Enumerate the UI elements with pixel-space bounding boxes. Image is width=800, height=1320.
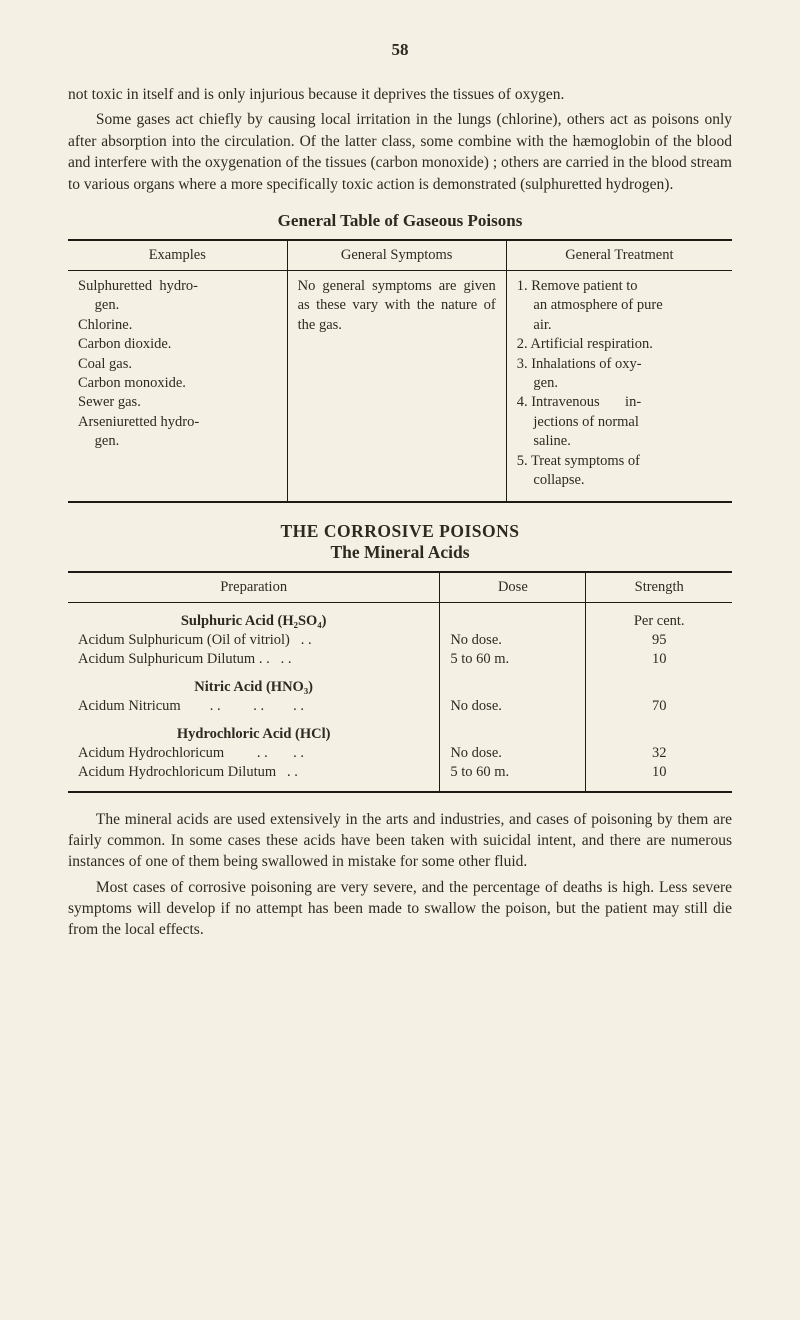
table2-group1-head: Sulphuric Acid (H₂SO₄) Per cent. [68,602,732,631]
prep-cell: Acidum Sulphuricum Dilutum . . [78,651,291,667]
strength-cell: 70 [586,697,732,716]
strength-header: Per cent. [586,602,732,631]
treatment-item: jections of normal [517,413,722,432]
treatment-item: gen. [517,374,722,393]
table-mineral-acids: Preparation Dose Strength Sulphuric Acid… [68,573,732,791]
table2-header-row: Preparation Dose Strength [68,573,732,603]
rule-bottom-table2 [68,791,732,793]
table1-body-row: Sulphuretted hydro- gen. Chlorine. Carbo… [68,270,732,500]
prep-cell: Acidum Hydrochloricum Dilutum [78,764,298,780]
page: 58 not toxic in itself and is only injur… [0,0,800,1005]
example-item: Chlorine. [78,316,277,335]
strength-cell: 10 [586,763,732,791]
group2-heading: Nitric Acid (HNO₃) [68,669,440,697]
empty-cell [440,716,586,744]
heading-corrosive-main: THE CORROSIVE POISONS [68,521,732,542]
treatment-item: 1. Remove patient to [517,277,722,296]
table-row: Acidum Sulphuricum Dilutum . . 5 to 60 m… [68,650,732,669]
treatment-item: 5. Treat symptoms of [517,452,722,471]
table-gaseous-poisons: Examples General Symptoms General Treatm… [68,241,732,501]
treatment-item: 4. Intravenous in- [517,393,722,412]
paragraph-3: The mineral acids are used extensively i… [68,809,732,873]
dose-cell: 5 to 60 m. [440,650,586,669]
table2-group3-head: Hydrochloric Acid (HCl) [68,716,732,744]
group1-heading: Sulphuric Acid (H₂SO₄) [68,602,440,631]
strength-cell: 10 [586,650,732,669]
empty-cell [586,669,732,697]
heading-corrosive-poisons: THE CORROSIVE POISONS The Mineral Acids [68,521,732,563]
treatment-item: collapse. [517,471,722,490]
heading-gaseous-poisons: General Table of Gaseous Poisons [68,211,732,231]
table1-symptoms-cell: No general symptoms are given as these v… [287,270,506,500]
table2-group2-head: Nitric Acid (HNO₃) [68,669,732,697]
treatment-item: 2. Artificial respiration. [517,335,722,354]
treatment-item: air. [517,316,722,335]
dose-cell: 5 to 60 m. [440,763,586,791]
example-item: Carbon dioxide. [78,335,277,354]
table1-col3-header: General Treatment [506,241,732,271]
table1-treatment-cell: 1. Remove patient to an atmosphere of pu… [506,270,732,500]
dose-cell: No dose. [440,697,586,716]
symptoms-text: No general symptoms are given as these v… [298,277,496,335]
strength-cell: 95 [586,631,732,650]
example-item: Carbon monoxide. [78,374,277,393]
empty-cell [440,669,586,697]
rule-bottom-table1 [68,501,732,503]
table-row: Acidum Hydrochloricum Dilutum 5 to 60 m.… [68,763,732,791]
table1-examples-cell: Sulphuretted hydro- gen. Chlorine. Carbo… [68,270,287,500]
dose-cell: No dose. [440,744,586,763]
example-item: gen. [78,432,277,451]
table2-col1-header: Preparation [68,573,440,603]
example-item: Sewer gas. [78,393,277,412]
treatment-item: an atmosphere of pure [517,296,722,315]
prep-cell: Acidum Sulphuricum (Oil of vitriol) [78,632,312,648]
group3-heading: Hydrochloric Acid (HCl) [68,716,440,744]
example-item: Sulphuretted hydro- [78,277,277,296]
treatment-item: saline. [517,432,722,451]
heading-corrosive-sub: The Mineral Acids [68,542,732,563]
prep-cell: Acidum Hydrochloricum [78,745,224,761]
table1-header-row: Examples General Symptoms General Treatm… [68,241,732,271]
empty-cell [586,716,732,744]
empty-cell [440,602,586,631]
table2-col2-header: Dose [440,573,586,603]
example-item: Coal gas. [78,355,277,374]
table-row: Acidum Nitricum No dose. 70 [68,697,732,716]
table-row: Acidum Sulphuricum (Oil of vitriol) No d… [68,631,732,650]
page-number: 58 [68,40,732,60]
table-row: Acidum Hydrochloricum . . . . No dose. 3… [68,744,732,763]
example-item: gen. [78,296,277,315]
treatment-item: 3. Inhalations of oxy- [517,355,722,374]
table1-col2-header: General Symptoms [287,241,506,271]
paragraph-4: Most cases of corrosive poisoning are ve… [68,877,732,941]
paragraph-2: Some gases act chiefly by causing local … [68,109,732,195]
example-item: Arseniuretted hydro- [78,413,277,432]
table1-col1-header: Examples [68,241,287,271]
paragraph-1: not toxic in itself and is only injuriou… [68,84,732,105]
dose-cell: No dose. [440,631,586,650]
strength-cell: 32 [586,744,732,763]
table2-col3-header: Strength [586,573,732,603]
prep-cell: Acidum Nitricum [78,698,304,714]
